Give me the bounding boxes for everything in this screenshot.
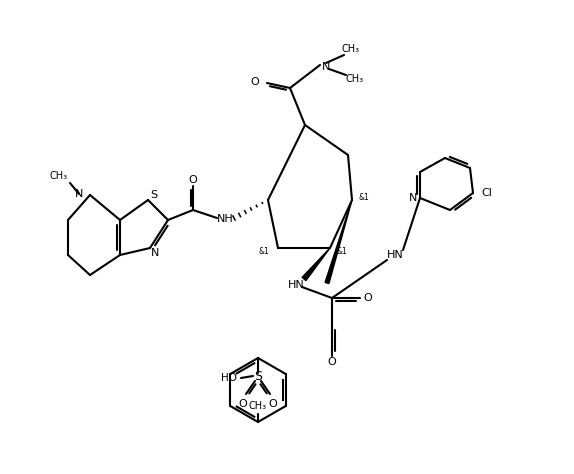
Text: N: N	[75, 189, 83, 199]
Text: CH₃: CH₃	[50, 171, 68, 181]
Text: CH₃: CH₃	[346, 74, 364, 84]
Text: NH: NH	[216, 214, 234, 224]
Text: O: O	[269, 399, 277, 409]
Text: O: O	[239, 399, 247, 409]
Text: HN: HN	[288, 280, 304, 290]
Polygon shape	[302, 248, 330, 281]
Text: O: O	[363, 293, 373, 303]
Text: N: N	[151, 248, 159, 258]
Text: CH₃: CH₃	[249, 401, 267, 411]
Text: &1: &1	[259, 246, 269, 255]
Text: O: O	[189, 175, 197, 185]
Text: CH₃: CH₃	[342, 44, 360, 54]
Text: O: O	[328, 357, 336, 367]
Text: N: N	[409, 193, 417, 203]
Text: S: S	[150, 190, 157, 200]
Text: &1: &1	[359, 192, 370, 201]
Text: S: S	[254, 370, 262, 383]
Text: Cl: Cl	[482, 188, 492, 198]
Text: N: N	[322, 62, 330, 72]
Text: HN: HN	[387, 250, 404, 260]
Text: O: O	[251, 77, 259, 87]
Polygon shape	[325, 200, 352, 283]
Text: &1: &1	[336, 246, 347, 255]
Text: HO: HO	[221, 373, 237, 383]
